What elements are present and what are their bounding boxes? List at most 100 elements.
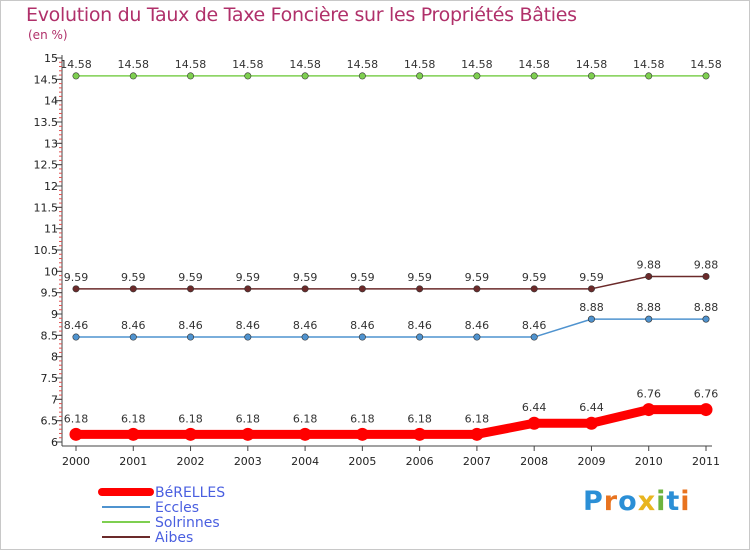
y-tick-label: 7.5	[41, 372, 59, 385]
y-tick-label: 13	[44, 137, 58, 150]
data-label: 14.58	[232, 58, 264, 71]
y-tick-label: 12	[44, 180, 58, 193]
data-label: 8.88	[694, 301, 719, 314]
x-tick-label: 2001	[119, 455, 147, 468]
data-point	[470, 427, 484, 441]
proxiti-logo: Proxiti	[583, 486, 691, 517]
logo-letter: r	[603, 486, 619, 517]
data-point	[473, 285, 481, 293]
data-label: 9.59	[522, 271, 547, 284]
data-point	[244, 333, 252, 341]
y-tick-label: 14	[44, 95, 58, 108]
data-point	[358, 72, 366, 80]
data-point	[298, 427, 312, 441]
y-tick-label: 6	[51, 436, 58, 449]
data-label: 6.18	[407, 412, 432, 425]
data-point	[358, 285, 366, 293]
data-label: 8.46	[350, 319, 375, 332]
data-point	[129, 285, 137, 293]
series-line-eccles	[75, 318, 707, 338]
y-tick-label: 15	[44, 52, 58, 65]
y-tick-label: 12.5	[34, 159, 59, 172]
data-label: 8.46	[522, 319, 547, 332]
data-label: 14.58	[289, 58, 321, 71]
data-point	[72, 72, 80, 80]
y-tick-label: 8.5	[41, 329, 59, 342]
y-tick-label: 10	[44, 265, 58, 278]
y-tick-label: 11	[44, 223, 58, 236]
data-point	[184, 427, 198, 441]
logo-letter: i	[680, 486, 691, 517]
data-point	[244, 72, 252, 80]
data-label: 14.58	[461, 58, 493, 71]
data-label: 9.59	[579, 271, 604, 284]
logo-letter: o	[618, 486, 638, 517]
data-label: 14.58	[576, 58, 608, 71]
series-line-aibes	[75, 275, 707, 290]
data-point	[416, 72, 424, 80]
data-point	[72, 285, 80, 293]
data-label: 6.18	[350, 412, 375, 425]
data-label: 6.44	[522, 401, 547, 414]
legend-label: Solrinnes	[155, 515, 220, 531]
data-point	[702, 272, 710, 280]
data-point	[645, 72, 653, 80]
data-label: 8.46	[407, 319, 432, 332]
data-point	[187, 72, 195, 80]
data-point	[355, 427, 369, 441]
data-label: 14.58	[404, 58, 436, 71]
y-tick-label: 9.5	[41, 287, 59, 300]
series-line-bérelles	[71, 405, 711, 439]
y-axis-unit: (en %)	[28, 28, 68, 42]
data-point	[69, 427, 83, 441]
y-tick-label: 6.5	[41, 415, 59, 428]
data-label: 6.44	[579, 401, 604, 414]
y-tick-label: 8	[51, 351, 58, 364]
logo-letter: t	[666, 486, 681, 517]
x-tick-label: 2003	[234, 455, 262, 468]
chart-title: Evolution du Taux de Taxe Foncière sur l…	[26, 4, 577, 26]
data-label: 14.58	[633, 58, 665, 71]
data-label: 6.18	[64, 412, 89, 425]
data-label: 9.88	[694, 258, 719, 271]
data-label: 9.59	[64, 271, 89, 284]
data-point	[473, 72, 481, 80]
data-label: 8.46	[236, 319, 261, 332]
legend-label: Aibes	[155, 530, 193, 546]
y-tick-label: 14.5	[34, 73, 59, 86]
data-label: 9.59	[236, 271, 261, 284]
data-point	[527, 416, 541, 430]
data-label: 9.59	[178, 271, 203, 284]
x-tick-label: 2002	[177, 455, 205, 468]
data-label: 9.59	[465, 271, 490, 284]
data-label: 8.88	[579, 301, 604, 314]
data-label: 8.46	[465, 319, 490, 332]
data-point	[702, 72, 710, 80]
data-label: 9.59	[350, 271, 375, 284]
data-point	[645, 315, 653, 323]
data-label: 6.18	[293, 412, 318, 425]
data-label: 9.59	[407, 271, 432, 284]
data-point	[473, 333, 481, 341]
logo-letter: i	[656, 486, 667, 517]
data-label: 6.18	[121, 412, 146, 425]
data-label: 6.76	[694, 388, 719, 401]
data-point	[645, 272, 653, 280]
data-label: 8.88	[636, 301, 661, 314]
data-label: 14.58	[690, 58, 722, 71]
data-point	[241, 427, 255, 441]
data-point	[530, 285, 538, 293]
data-point	[244, 285, 252, 293]
data-point	[129, 72, 137, 80]
data-label: 6.18	[236, 412, 261, 425]
x-tick-label: 2005	[348, 455, 376, 468]
y-tick-label: 10.5	[34, 244, 59, 257]
data-point	[416, 285, 424, 293]
data-point	[699, 403, 713, 417]
x-tick-label: 2004	[291, 455, 319, 468]
data-label: 8.46	[64, 319, 89, 332]
x-tick-label: 2006	[406, 455, 434, 468]
data-point	[702, 315, 710, 323]
data-label: 6.18	[465, 412, 490, 425]
